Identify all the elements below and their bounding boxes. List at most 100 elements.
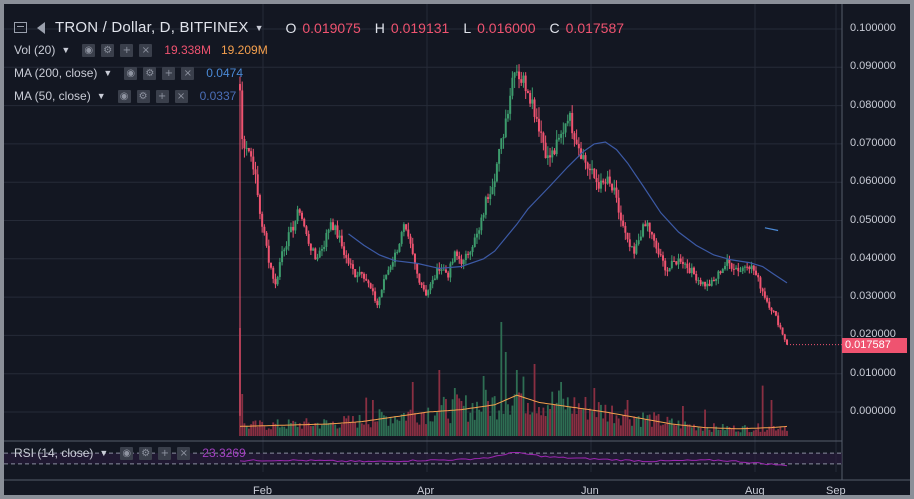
plus-icon[interactable]: + (162, 66, 176, 80)
candle-body (783, 334, 786, 340)
volume-bar (416, 422, 419, 436)
plus-icon[interactable]: + (120, 43, 134, 57)
volume-bar (748, 432, 751, 436)
candle-body (327, 229, 330, 233)
candle-body (487, 197, 490, 199)
high-value: 0.019131 (390, 19, 450, 36)
volume-bar (626, 400, 629, 436)
candle-body (708, 283, 711, 286)
candle-body (506, 113, 509, 119)
volume-bar (690, 427, 693, 436)
eye-icon[interactable]: ◉ (117, 89, 131, 103)
candle-body (553, 150, 556, 155)
candle-body (241, 90, 244, 140)
back-arrow-icon[interactable] (37, 21, 45, 34)
candle-body (779, 325, 782, 328)
volume-bar (531, 412, 534, 436)
candle-body (491, 187, 494, 195)
candle-body (546, 155, 549, 159)
candle-body (394, 252, 397, 263)
y-tick-label: 0.080000 (850, 98, 896, 111)
chevron-down-icon[interactable]: ▼ (99, 448, 109, 458)
close-icon[interactable]: × (139, 43, 153, 57)
volume-bar (697, 426, 700, 436)
chevron-down-icon[interactable]: ▼ (96, 91, 106, 101)
x-tick-label: Sep (826, 485, 846, 495)
volume-bar (493, 396, 496, 436)
volume-bar (431, 421, 434, 436)
vol-label[interactable]: Vol (20) (14, 43, 56, 57)
volume-bar (526, 402, 529, 436)
gear-icon[interactable]: ⚙ (101, 43, 115, 57)
low-value: 0.016000 (477, 19, 536, 36)
candle-body (309, 243, 312, 251)
close-icon[interactable]: × (177, 446, 191, 460)
volume-bar (557, 390, 560, 436)
candle-body (400, 232, 403, 244)
candle-body (712, 279, 715, 282)
last-price-value: 0.017587 (845, 338, 891, 351)
gear-icon[interactable]: ⚙ (139, 446, 153, 460)
chart-canvas[interactable] (4, 4, 910, 495)
candle-body (416, 263, 419, 274)
candle-body (568, 112, 571, 121)
candle-body (513, 72, 516, 78)
rsi-label[interactable]: RSI (14, close) (14, 446, 94, 460)
volume-bar (606, 421, 609, 436)
candle-body (345, 254, 348, 258)
candle-body (657, 248, 660, 255)
volume-bar (378, 409, 381, 436)
y-tick-label: 0.050000 (850, 213, 896, 226)
volume-bar (290, 423, 292, 436)
volume-bar (298, 423, 301, 436)
collapse-icon[interactable] (14, 22, 27, 33)
y-tick-label: 0.030000 (850, 290, 896, 303)
volume-bar (732, 425, 735, 436)
ma200-label[interactable]: MA (200, close) (14, 66, 98, 80)
candle-body (735, 267, 738, 270)
chevron-down-icon[interactable]: ▼ (61, 45, 71, 55)
candle-body (544, 142, 547, 159)
volume-bar (318, 428, 321, 436)
chevron-down-icon[interactable]: ▼ (254, 22, 264, 33)
eye-icon[interactable]: ◉ (82, 43, 96, 57)
plus-icon[interactable]: + (155, 89, 169, 103)
volume-bar (376, 421, 379, 436)
volume-bar (746, 426, 749, 436)
volume-bar (726, 426, 729, 436)
candle-body (418, 273, 421, 283)
volume-bar (659, 425, 662, 436)
close-icon[interactable]: × (174, 89, 188, 103)
volume-bar (405, 420, 407, 436)
candle-body (413, 253, 416, 264)
candle-body (378, 297, 381, 306)
candle-body (551, 150, 554, 158)
volume-bar (744, 425, 746, 436)
candle-body (774, 311, 777, 316)
ma50-label[interactable]: MA (50, close) (14, 89, 91, 103)
rsi-line (239, 452, 788, 467)
candle-body (458, 256, 461, 260)
eye-icon[interactable]: ◉ (124, 66, 138, 80)
volume-bar (529, 414, 532, 436)
candle-body (495, 163, 498, 182)
candle-body (440, 269, 443, 271)
plus-icon[interactable]: + (158, 446, 172, 460)
volume-bar (270, 429, 272, 436)
eye-icon[interactable]: ◉ (120, 446, 134, 460)
volume-bar (453, 388, 456, 436)
gear-icon[interactable]: ⚙ (136, 89, 150, 103)
candle-body (673, 260, 676, 262)
gear-icon[interactable]: ⚙ (143, 66, 157, 80)
volume-bar (356, 427, 359, 436)
volume-bar (507, 404, 509, 436)
candle-body (444, 269, 447, 273)
close-key: C (549, 19, 560, 36)
symbol-title[interactable]: TRON / Dollar, D, BITFINEX (55, 19, 249, 36)
chevron-down-icon[interactable]: ▼ (103, 68, 113, 78)
volume-bar (779, 426, 782, 436)
candle-body (681, 261, 684, 265)
close-icon[interactable]: × (181, 66, 195, 80)
volume-bar (728, 426, 731, 436)
volume-bar (334, 424, 337, 436)
